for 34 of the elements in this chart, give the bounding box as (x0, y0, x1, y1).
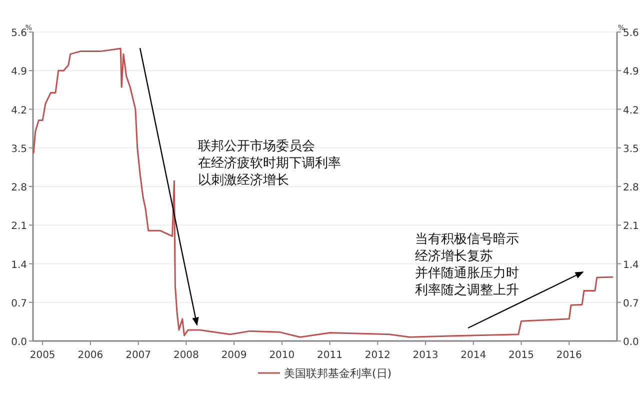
y-tick-label: 2.8 (11, 182, 27, 194)
y-tick-label: 0.7 (11, 298, 27, 310)
x-tick-label: 2014 (460, 350, 486, 361)
annotation: 当有积极信号暗示经济增长复苏并伴随通胀压力时利率随之调整上升 (415, 232, 519, 298)
y2-tick-label: 1.4 (623, 260, 639, 271)
x-tick-label: 2008 (173, 350, 199, 361)
x-tick-label: 2005 (30, 350, 56, 361)
y2-tick-label: 3.5 (623, 144, 639, 155)
y-tick-label: 4.9 (11, 66, 27, 78)
x-tick-label: 2011 (317, 350, 343, 361)
annotation: 联邦公开市场委员会在经济疲软时期下调利率以刺激经济增长 (198, 139, 341, 188)
y2-tick-label: 2.1 (623, 221, 639, 232)
y-tick-label: 3.5 (11, 144, 27, 155)
y2-tick-label: 2.8 (623, 182, 639, 194)
line-series (32, 48, 614, 338)
x-tick-label: 2013 (412, 350, 438, 361)
x-tick-label: 2010 (269, 350, 295, 361)
x-tick-label: 2012 (364, 350, 390, 361)
x-tick-label: 2009 (221, 350, 247, 361)
y2-tick-label: 0.0 (623, 337, 639, 348)
y-tick-label: 5.6 (11, 28, 27, 39)
y2-tick-label: 4.9 (623, 66, 639, 78)
y2-tick-label: 0.7 (623, 298, 639, 310)
y-tick-label: 1.4 (11, 260, 27, 271)
x-tick-label: 2015 (508, 350, 534, 361)
y-tick-label: 4.2 (11, 105, 27, 116)
legend-label: 美国联邦基金利率(日) (284, 367, 392, 380)
y-tick-label: 2.1 (11, 221, 27, 232)
x-tick-label: 2016 (556, 350, 582, 361)
y-tick-label: 0.0 (11, 337, 27, 348)
x-tick-label: 2007 (126, 350, 152, 361)
y2-tick-label: 4.2 (623, 105, 639, 116)
x-tick-label: 2006 (78, 350, 104, 361)
y2-tick-label: 5.6 (623, 28, 639, 39)
